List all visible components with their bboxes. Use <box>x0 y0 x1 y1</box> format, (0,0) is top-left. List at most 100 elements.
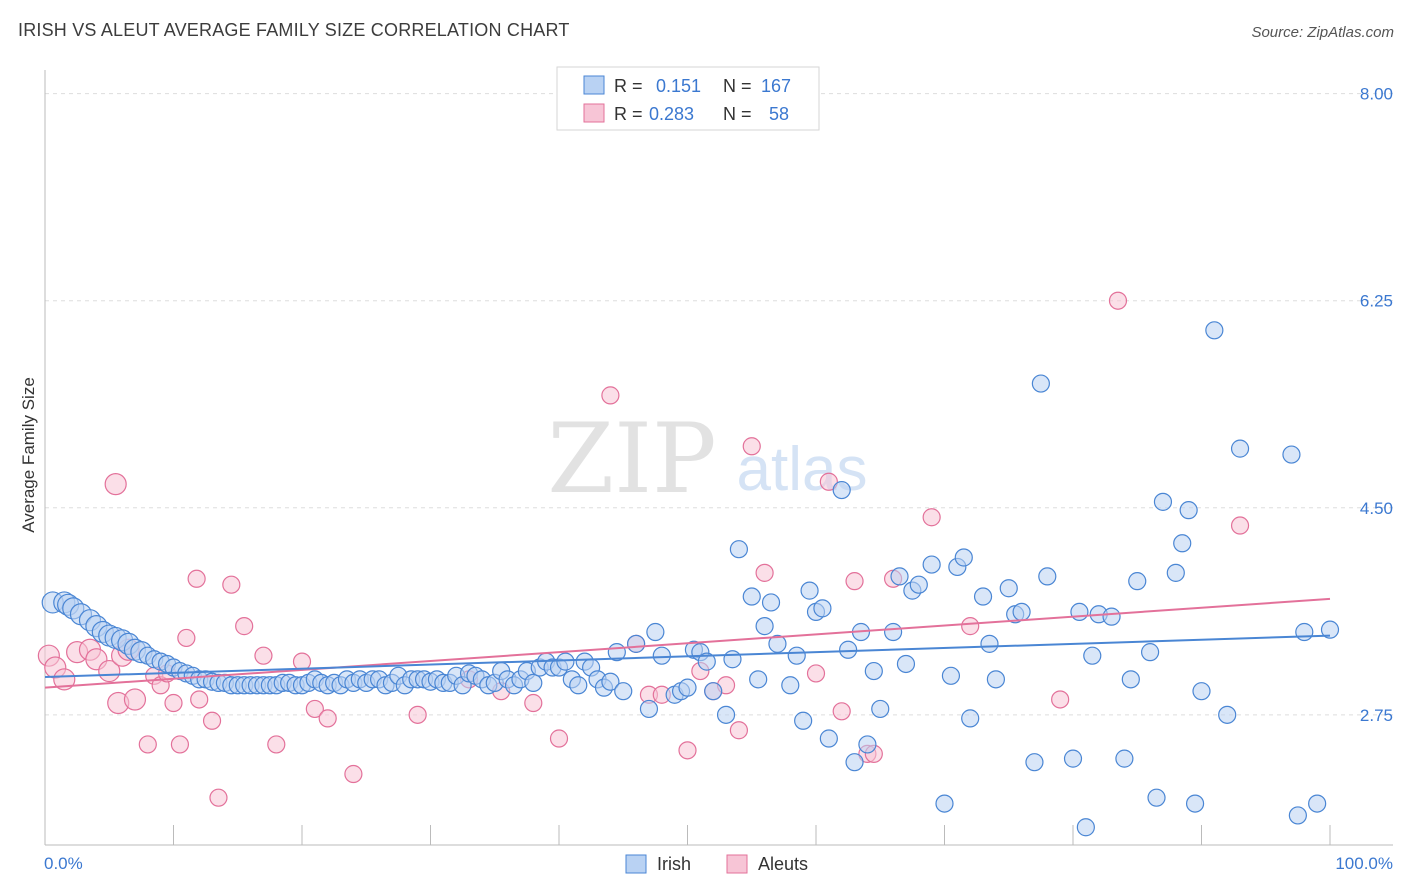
irish-point <box>819 729 838 748</box>
aleuts-n-value: 58 <box>769 104 789 124</box>
x-tick-label-min: 0.0% <box>44 854 83 873</box>
irish-point <box>1115 749 1134 768</box>
legend-aleuts-swatch <box>726 854 748 874</box>
source-label: Source: ZipAtlas.com <box>1251 24 1394 41</box>
irish-point <box>1031 374 1050 393</box>
aleuts-point <box>267 735 286 754</box>
irish-point <box>1173 534 1192 553</box>
aleuts-n-label: N = <box>723 104 752 124</box>
irish-point <box>1192 682 1211 701</box>
irish-point <box>639 699 659 719</box>
irish-point <box>941 666 961 685</box>
aleuts-point <box>601 386 620 405</box>
y-axis-title: Average Family Size <box>19 377 38 533</box>
irish-point <box>1185 794 1205 813</box>
irish-point <box>858 735 877 754</box>
aleuts-point <box>170 735 190 754</box>
aleuts-point <box>254 646 273 665</box>
aleuts-point <box>806 664 826 683</box>
series-irish-points <box>41 321 1340 837</box>
aleuts-point <box>305 699 324 719</box>
watermark-zip: ZIP <box>547 403 716 515</box>
irish-point <box>973 587 993 606</box>
irish-point <box>896 654 916 674</box>
irish-r-label: R = <box>614 76 643 96</box>
aleuts-swatch <box>583 103 605 123</box>
irish-point <box>626 634 646 653</box>
irish-n-value: 167 <box>761 76 791 96</box>
aleuts-point <box>729 721 749 740</box>
irish-point <box>832 480 851 500</box>
irish-point <box>787 646 806 665</box>
irish-trend-line <box>44 634 1331 678</box>
irish-point <box>1320 620 1340 639</box>
series-legend: Irish Aleuts <box>625 854 808 874</box>
irish-point <box>1230 439 1250 458</box>
irish-point <box>761 593 781 612</box>
irish-point <box>794 711 813 730</box>
irish-point <box>890 567 909 586</box>
aleuts-point <box>832 702 851 721</box>
axes <box>44 70 1393 846</box>
aleuts-r-label: R = <box>614 104 643 124</box>
irish-point <box>723 650 742 669</box>
aleuts-point <box>755 563 774 582</box>
irish-point <box>839 640 858 659</box>
irish-point <box>524 673 543 693</box>
irish-point <box>781 676 800 695</box>
irish-swatch <box>583 75 605 95</box>
irish-point <box>1205 321 1224 340</box>
aleuts-point <box>1051 690 1070 709</box>
aleuts-point <box>123 688 147 711</box>
irish-point <box>922 555 941 574</box>
irish-point <box>845 753 864 772</box>
aleuts-point <box>408 705 427 724</box>
aleuts-point <box>98 659 121 683</box>
y-tick-label: 8.00 <box>1360 85 1393 104</box>
irish-point <box>729 540 749 559</box>
irish-point <box>883 622 903 642</box>
aleuts-point <box>742 437 761 456</box>
irish-point <box>768 634 787 653</box>
irish-point <box>1012 602 1031 622</box>
irish-point <box>813 599 832 618</box>
aleuts-point <box>209 788 228 807</box>
irish-point <box>800 581 819 600</box>
aleuts-point <box>318 709 337 728</box>
irish-point <box>1038 567 1057 586</box>
irish-point <box>652 646 671 665</box>
irish-point <box>1083 646 1102 665</box>
irish-point <box>556 652 575 671</box>
aleuts-point <box>53 668 76 691</box>
aleuts-point <box>1230 516 1250 535</box>
aleuts-point <box>922 508 941 527</box>
aleuts-point <box>845 572 864 591</box>
irish-point <box>961 709 980 728</box>
y-tick-label: 4.50 <box>1360 499 1393 518</box>
irish-point <box>742 587 761 606</box>
legend-aleuts-label: Aleuts <box>758 854 808 874</box>
irish-point <box>1140 643 1160 662</box>
irish-point <box>716 705 736 724</box>
aleuts-point <box>190 690 209 709</box>
aleuts-r-value: 0.283 <box>649 104 694 124</box>
irish-point <box>864 661 883 681</box>
irish-point <box>1308 794 1327 813</box>
irish-point <box>1295 622 1314 642</box>
irish-point <box>601 672 620 691</box>
irish-point <box>1025 753 1044 772</box>
irish-point <box>704 682 723 701</box>
irish-point <box>755 617 774 636</box>
irish-point <box>909 575 928 594</box>
irish-point <box>1076 818 1095 837</box>
irish-point <box>1179 501 1198 520</box>
irish-point <box>614 682 633 701</box>
irish-point <box>871 699 890 719</box>
irish-point <box>1218 705 1237 724</box>
irish-point <box>697 652 716 671</box>
aleuts-point <box>138 735 157 754</box>
series-aleuts-points <box>37 291 1250 807</box>
aleuts-trend-line <box>44 597 1331 689</box>
irish-point <box>646 622 665 642</box>
